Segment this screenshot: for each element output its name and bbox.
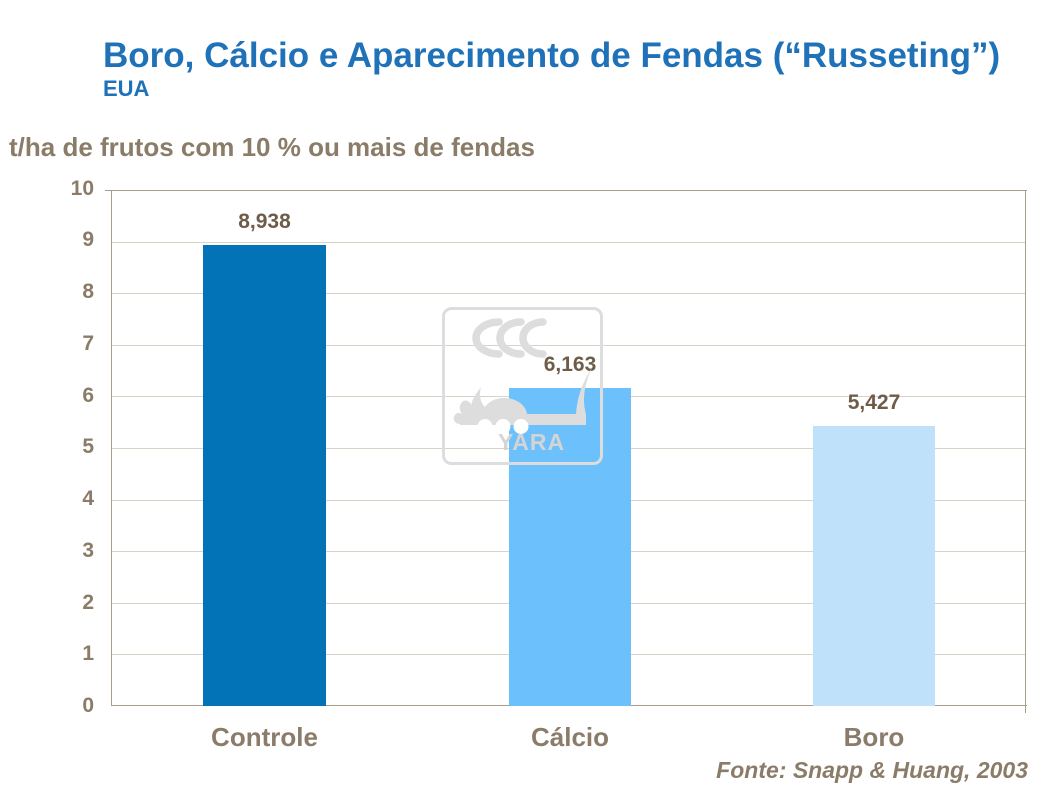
svg-text:YARA: YARA: [498, 429, 565, 455]
